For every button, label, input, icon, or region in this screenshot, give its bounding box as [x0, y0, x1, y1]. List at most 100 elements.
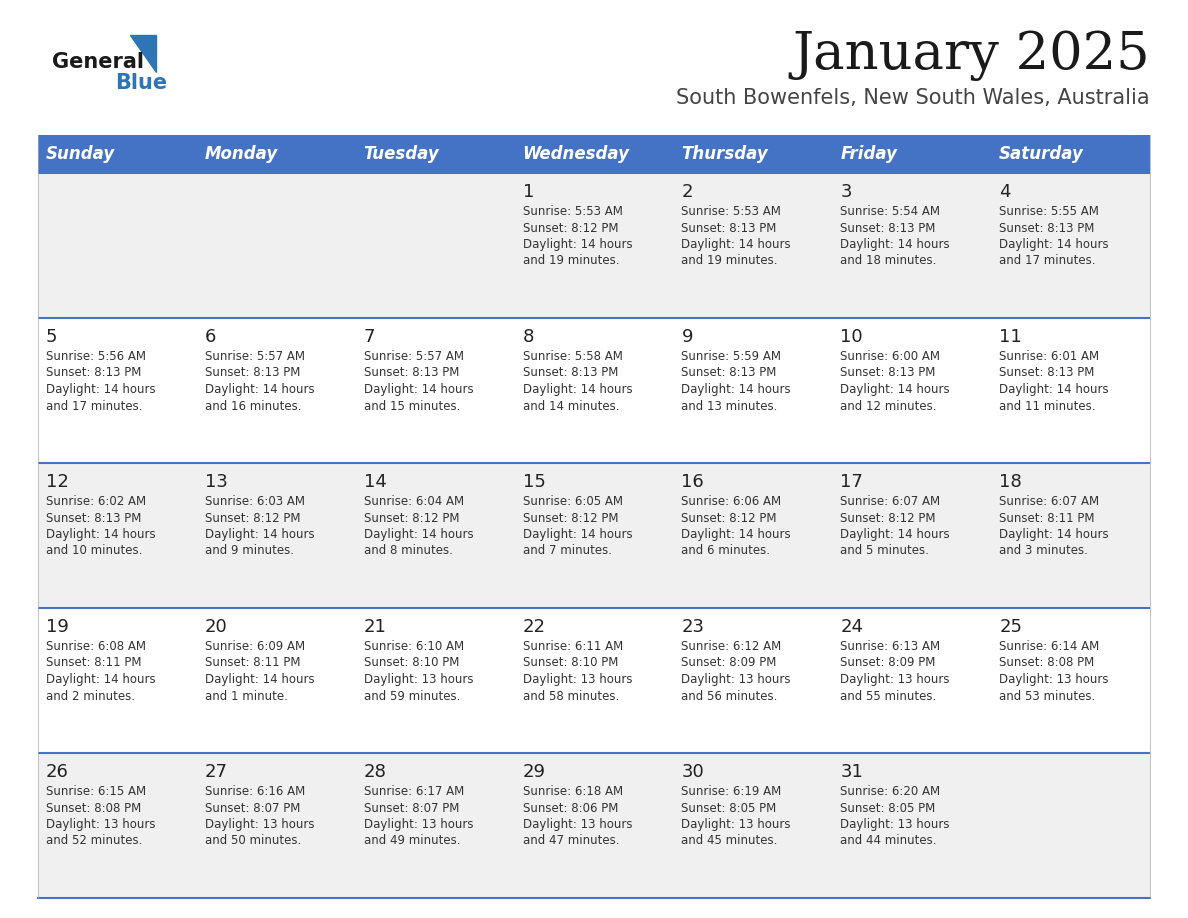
Text: Sunrise: 6:06 AM: Sunrise: 6:06 AM: [682, 495, 782, 508]
Text: Daylight: 14 hours: Daylight: 14 hours: [840, 528, 950, 541]
Bar: [991, 135, 1150, 173]
Text: 17: 17: [840, 473, 864, 491]
Bar: [197, 753, 355, 898]
Text: Daylight: 14 hours: Daylight: 14 hours: [364, 528, 473, 541]
Bar: [833, 318, 991, 463]
Text: 11: 11: [999, 328, 1022, 346]
Bar: [674, 173, 833, 318]
Bar: [197, 318, 355, 463]
Text: and 3 minutes.: and 3 minutes.: [999, 544, 1088, 557]
Text: 20: 20: [204, 618, 228, 636]
Text: Sunrise: 6:04 AM: Sunrise: 6:04 AM: [364, 495, 463, 508]
Text: and 17 minutes.: and 17 minutes.: [46, 399, 143, 412]
Text: Sunset: 8:13 PM: Sunset: 8:13 PM: [204, 366, 301, 379]
Text: Sunrise: 6:17 AM: Sunrise: 6:17 AM: [364, 785, 465, 798]
Text: Sunrise: 6:02 AM: Sunrise: 6:02 AM: [46, 495, 146, 508]
Text: 27: 27: [204, 763, 228, 781]
Text: 8: 8: [523, 328, 533, 346]
Text: Daylight: 13 hours: Daylight: 13 hours: [682, 818, 791, 831]
Text: and 53 minutes.: and 53 minutes.: [999, 689, 1095, 702]
Bar: [514, 318, 674, 463]
Text: Daylight: 13 hours: Daylight: 13 hours: [840, 673, 949, 686]
Text: and 12 minutes.: and 12 minutes.: [840, 399, 937, 412]
Text: Daylight: 13 hours: Daylight: 13 hours: [523, 818, 632, 831]
Text: 2: 2: [682, 183, 693, 201]
Bar: [197, 173, 355, 318]
Text: 30: 30: [682, 763, 704, 781]
Text: Sunset: 8:13 PM: Sunset: 8:13 PM: [840, 221, 936, 234]
Text: 18: 18: [999, 473, 1022, 491]
Bar: [991, 173, 1150, 318]
Text: Sunrise: 6:12 AM: Sunrise: 6:12 AM: [682, 640, 782, 653]
Text: 9: 9: [682, 328, 693, 346]
Text: Sunrise: 6:19 AM: Sunrise: 6:19 AM: [682, 785, 782, 798]
Bar: [38, 318, 197, 463]
Text: Sunset: 8:12 PM: Sunset: 8:12 PM: [204, 511, 301, 524]
Text: and 59 minutes.: and 59 minutes.: [364, 689, 460, 702]
Text: 4: 4: [999, 183, 1011, 201]
Text: and 1 minute.: and 1 minute.: [204, 689, 287, 702]
Text: 6: 6: [204, 328, 216, 346]
Text: 10: 10: [840, 328, 862, 346]
Text: and 47 minutes.: and 47 minutes.: [523, 834, 619, 847]
Text: 25: 25: [999, 618, 1022, 636]
Text: Sunset: 8:13 PM: Sunset: 8:13 PM: [999, 221, 1094, 234]
Text: Sunset: 8:13 PM: Sunset: 8:13 PM: [523, 366, 618, 379]
Text: 19: 19: [46, 618, 69, 636]
Text: Daylight: 13 hours: Daylight: 13 hours: [999, 673, 1108, 686]
Text: 3: 3: [840, 183, 852, 201]
Text: and 56 minutes.: and 56 minutes.: [682, 689, 778, 702]
Text: and 19 minutes.: and 19 minutes.: [523, 254, 619, 267]
Text: and 17 minutes.: and 17 minutes.: [999, 254, 1095, 267]
Text: and 14 minutes.: and 14 minutes.: [523, 399, 619, 412]
Text: Daylight: 14 hours: Daylight: 14 hours: [682, 528, 791, 541]
Text: Sunrise: 6:16 AM: Sunrise: 6:16 AM: [204, 785, 305, 798]
Polygon shape: [129, 35, 156, 72]
Text: Wednesday: Wednesday: [523, 145, 630, 163]
Text: Daylight: 13 hours: Daylight: 13 hours: [204, 818, 315, 831]
Bar: [355, 608, 514, 753]
Text: Sunset: 8:11 PM: Sunset: 8:11 PM: [999, 511, 1094, 524]
Text: Daylight: 14 hours: Daylight: 14 hours: [999, 383, 1108, 396]
Bar: [38, 173, 197, 318]
Text: Sunset: 8:07 PM: Sunset: 8:07 PM: [204, 801, 301, 814]
Text: Sunrise: 5:56 AM: Sunrise: 5:56 AM: [46, 350, 146, 363]
Bar: [991, 318, 1150, 463]
Text: Sunset: 8:05 PM: Sunset: 8:05 PM: [682, 801, 777, 814]
Text: Thursday: Thursday: [682, 145, 769, 163]
Bar: [514, 463, 674, 608]
Text: Sunrise: 6:00 AM: Sunrise: 6:00 AM: [840, 350, 940, 363]
Text: Daylight: 14 hours: Daylight: 14 hours: [204, 528, 315, 541]
Bar: [991, 608, 1150, 753]
Text: 28: 28: [364, 763, 386, 781]
Text: 31: 31: [840, 763, 864, 781]
Text: and 6 minutes.: and 6 minutes.: [682, 544, 771, 557]
Text: 26: 26: [46, 763, 69, 781]
Bar: [674, 135, 833, 173]
Text: Blue: Blue: [115, 73, 168, 93]
Text: 1: 1: [523, 183, 533, 201]
Text: Sunrise: 5:53 AM: Sunrise: 5:53 AM: [682, 205, 782, 218]
Bar: [197, 463, 355, 608]
Text: Sunset: 8:13 PM: Sunset: 8:13 PM: [682, 221, 777, 234]
Text: Sunset: 8:12 PM: Sunset: 8:12 PM: [682, 511, 777, 524]
Bar: [514, 608, 674, 753]
Text: 23: 23: [682, 618, 704, 636]
Text: Daylight: 13 hours: Daylight: 13 hours: [523, 673, 632, 686]
Text: 15: 15: [523, 473, 545, 491]
Text: and 49 minutes.: and 49 minutes.: [364, 834, 460, 847]
Text: Sunrise: 6:07 AM: Sunrise: 6:07 AM: [840, 495, 941, 508]
Text: 13: 13: [204, 473, 228, 491]
Text: Daylight: 13 hours: Daylight: 13 hours: [364, 673, 473, 686]
Text: 7: 7: [364, 328, 375, 346]
Text: and 2 minutes.: and 2 minutes.: [46, 689, 135, 702]
Bar: [355, 753, 514, 898]
Text: Sunday: Sunday: [46, 145, 115, 163]
Text: Sunrise: 6:15 AM: Sunrise: 6:15 AM: [46, 785, 146, 798]
Text: 16: 16: [682, 473, 704, 491]
Bar: [38, 753, 197, 898]
Text: Sunset: 8:09 PM: Sunset: 8:09 PM: [840, 656, 936, 669]
Text: Daylight: 14 hours: Daylight: 14 hours: [523, 383, 632, 396]
Text: Sunrise: 6:11 AM: Sunrise: 6:11 AM: [523, 640, 623, 653]
Bar: [674, 318, 833, 463]
